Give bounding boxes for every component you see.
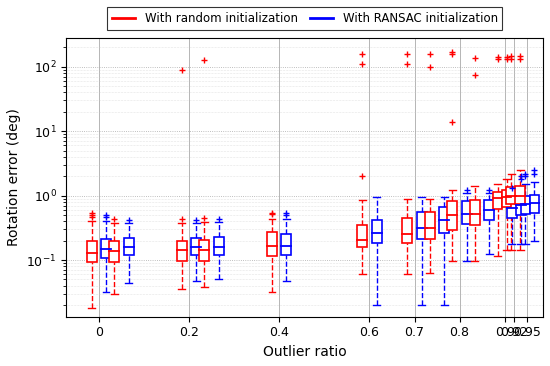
Bar (530, 194, 540, 213)
Y-axis label: Rotation error (deg): Rotation error (deg) (7, 108, 21, 246)
Bar (506, 187, 516, 204)
Bar (109, 241, 119, 262)
Bar (520, 196, 530, 214)
Bar (177, 241, 187, 261)
Bar (124, 238, 134, 255)
Bar (462, 201, 472, 224)
Bar (282, 234, 292, 255)
Bar (448, 201, 458, 230)
Bar (199, 240, 210, 261)
Bar (516, 197, 526, 215)
Bar (86, 241, 97, 262)
Bar (493, 192, 503, 209)
Bar (417, 212, 427, 239)
Bar (507, 199, 517, 218)
Bar (358, 225, 367, 247)
Bar (191, 238, 201, 255)
Bar (403, 218, 412, 243)
Bar (502, 190, 512, 206)
Bar (372, 220, 382, 243)
Bar (425, 212, 435, 239)
Bar (101, 239, 111, 258)
Bar (485, 200, 494, 220)
Bar (214, 238, 224, 255)
Bar (515, 186, 525, 204)
Bar (439, 206, 449, 233)
Bar (470, 200, 480, 225)
Bar (267, 232, 277, 256)
X-axis label: Outlier ratio: Outlier ratio (263, 345, 346, 359)
Legend: With random initialization, With RANSAC initialization: With random initialization, With RANSAC … (107, 7, 503, 30)
